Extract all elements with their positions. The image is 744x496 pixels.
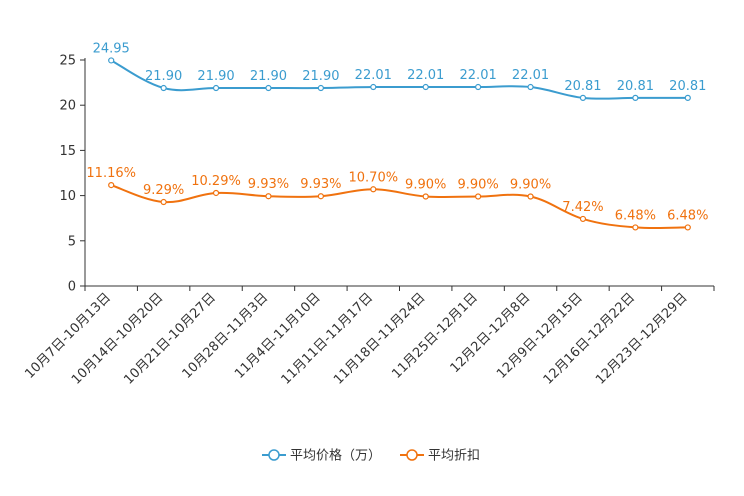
data-point[interactable] [370, 186, 377, 193]
data-point[interactable] [160, 84, 167, 92]
data-point[interactable] [684, 94, 691, 101]
data-point[interactable] [108, 182, 115, 189]
x-tick-label: 12月23日-12月29日 [593, 290, 690, 387]
x-tick-label: 11月18日-11月24日 [331, 290, 428, 387]
y-tick-label: 20 [59, 99, 76, 114]
data-label: 9.93% [248, 177, 289, 192]
data-label: 9.29% [143, 183, 184, 198]
data-label: 20.81 [669, 79, 706, 94]
data-label: 6.48% [667, 208, 708, 223]
y-tick-label: 5 [68, 234, 76, 249]
data-label: 21.90 [250, 69, 287, 84]
data-label: 20.81 [617, 79, 654, 94]
x-tick-label: 10月21日-10月27日 [121, 290, 218, 387]
x-tick-label: 11月11日-11月17日 [279, 290, 376, 387]
y-tick-label: 15 [59, 144, 76, 159]
y-tick-label: 10 [59, 189, 76, 204]
data-label: 21.90 [145, 69, 182, 84]
y-tick-label: 25 [59, 54, 76, 69]
data-label: 9.90% [457, 178, 498, 193]
data-label: 22.01 [460, 68, 497, 83]
data-label: 7.42% [562, 200, 603, 215]
y-tick-label: 0 [68, 280, 76, 295]
data-point[interactable] [475, 193, 482, 200]
data-point[interactable] [265, 84, 272, 92]
data-label: 9.90% [510, 178, 551, 193]
x-tick-label: 12月16日-12月22日 [541, 290, 638, 387]
x-axis: 10月7日-10月13日10月14日-10月20日10月21日-10月27日10… [22, 285, 715, 388]
data-point[interactable] [108, 57, 115, 64]
data-point[interactable] [684, 224, 691, 231]
data-point[interactable] [370, 83, 377, 91]
data-point[interactable] [579, 94, 587, 101]
y-axis: 0 5 10 15 20 25 [59, 54, 86, 295]
data-point[interactable] [160, 198, 167, 206]
data-point[interactable] [632, 224, 639, 231]
data-label: 9.93% [300, 177, 341, 192]
legend-label: 平均价格（万） [290, 448, 381, 464]
data-point[interactable] [422, 83, 429, 91]
data-label: 10.70% [349, 170, 399, 185]
data-point[interactable] [317, 193, 324, 200]
data-point[interactable] [579, 215, 587, 223]
data-point[interactable] [422, 193, 429, 200]
data-label: 24.95 [93, 41, 130, 56]
data-label: 21.90 [302, 69, 339, 84]
series-0: 24.95 21.90 21.90 21.90 21.90 22.01 22.01 22.01… [93, 41, 706, 101]
data-label: 20.81 [564, 79, 601, 94]
x-tick-label: 10月14日-10月20日 [69, 290, 166, 387]
data-label: 9.90% [405, 178, 446, 193]
data-point[interactable] [632, 94, 639, 101]
series-line [110, 184, 688, 230]
legend-marker-icon [406, 449, 418, 461]
legend-marker-icon [268, 449, 280, 461]
data-label: 22.01 [407, 68, 444, 83]
data-point[interactable] [212, 189, 220, 197]
data-point[interactable] [527, 83, 534, 91]
data-label: 10.29% [191, 174, 241, 189]
data-point[interactable] [212, 84, 220, 92]
legend-item-1[interactable]: 平均折扣 [400, 449, 480, 464]
data-point[interactable] [527, 193, 534, 200]
series-1: 11.16% 9.29% 10.29% 9.93% 9.93% 10.70% 9.90% 9.… [86, 166, 708, 231]
legend[interactable]: 平均价格（万） 平均折扣 [262, 448, 480, 464]
series-layer: 24.95 21.90 21.90 21.90 21.90 22.01 22.01 22.01… [86, 41, 708, 231]
legend-item-0[interactable]: 平均价格（万） [262, 448, 381, 464]
legend-label: 平均折扣 [428, 449, 480, 464]
data-label: 22.01 [355, 68, 392, 83]
data-point[interactable] [475, 83, 482, 91]
x-tick-label: 10月7日-10月13日 [22, 290, 114, 382]
data-label: 21.90 [197, 69, 234, 84]
series-line [110, 59, 688, 100]
data-label: 11.16% [86, 166, 136, 181]
data-point[interactable] [265, 193, 272, 200]
data-label: 6.48% [615, 208, 656, 223]
data-label: 22.01 [512, 68, 549, 83]
data-point[interactable] [317, 84, 324, 92]
